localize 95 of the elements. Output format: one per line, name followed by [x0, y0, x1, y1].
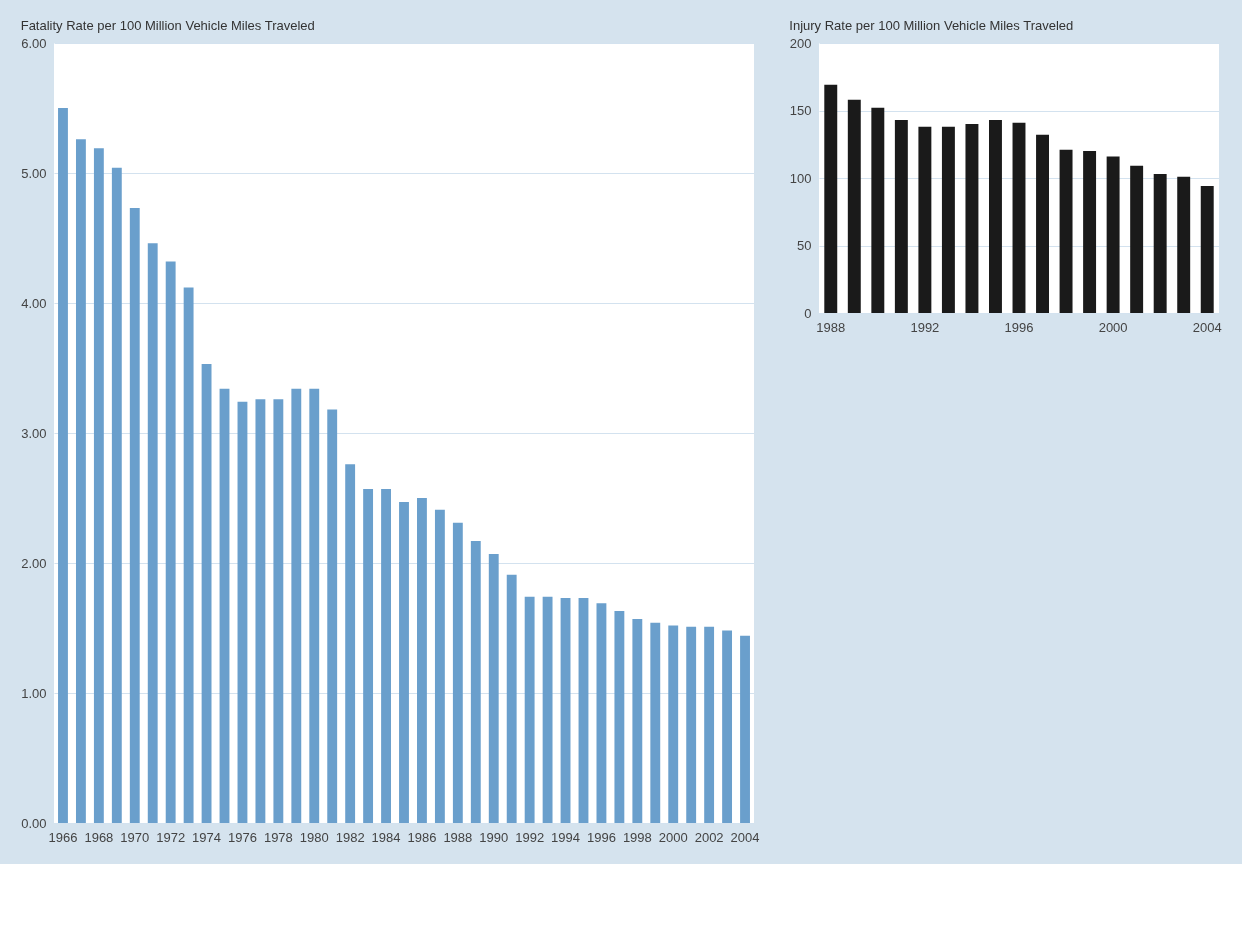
y-tick-label: 100 [789, 170, 812, 186]
bar [1200, 186, 1214, 313]
x-tick-label: 2004 [730, 829, 760, 845]
bar [309, 388, 320, 823]
bar [291, 388, 302, 823]
bar [965, 124, 979, 313]
bar [1059, 149, 1073, 313]
x-tick-label: 1994 [551, 829, 580, 845]
bar [650, 622, 661, 823]
x-tick-label: 1992 [910, 319, 940, 335]
bar [614, 611, 625, 823]
x-tick-label: 1988 [443, 829, 473, 845]
bar [1153, 173, 1167, 313]
y-tick-label: 0 [804, 305, 812, 321]
x-tick-label: 2000 [1098, 319, 1128, 335]
x-tick-label: 2000 [658, 829, 688, 845]
y-tick-label: 50 [797, 238, 812, 253]
bar [58, 108, 68, 823]
bar [345, 464, 356, 823]
bar [237, 401, 248, 823]
bar [93, 148, 104, 823]
x-tick-label: 1990 [479, 829, 509, 845]
x-tick-label: 1982 [335, 829, 365, 845]
x-tick-label: 1986 [407, 829, 437, 845]
x-tick-label: 1972 [156, 829, 186, 845]
bar [363, 488, 374, 823]
bar [578, 598, 589, 823]
bar [1106, 156, 1120, 313]
bar [824, 84, 838, 313]
bar [381, 488, 391, 823]
bar [273, 399, 284, 823]
bar [542, 596, 553, 823]
bar [989, 119, 1002, 313]
y-tick-label: 200 [789, 35, 812, 51]
chart-title: Fatality Rate per 100 Million Vehicle Miles Traveled [20, 18, 315, 33]
bar [847, 99, 861, 313]
y-tick-label: 0.00 [21, 815, 47, 831]
bar [1130, 165, 1144, 313]
y-tick-label: 5.00 [21, 165, 47, 181]
bar [740, 635, 750, 823]
bar [452, 522, 463, 823]
bar [894, 119, 908, 313]
bar [560, 598, 571, 823]
bar [255, 399, 266, 823]
x-tick-label: 1968 [84, 829, 114, 845]
x-tick-label: 1976 [228, 829, 257, 845]
x-tick-label: 1996 [586, 829, 616, 845]
bar [668, 625, 679, 823]
x-tick-label: 1996 [1004, 319, 1034, 335]
bar [1177, 176, 1191, 313]
bar [201, 364, 212, 823]
bar [399, 501, 409, 823]
bar [488, 553, 499, 823]
x-tick-label: 1992 [515, 829, 545, 845]
x-tick-label: 1978 [263, 829, 293, 845]
bar [686, 626, 697, 823]
bar [183, 287, 194, 823]
x-tick-label: 2004 [1192, 319, 1222, 335]
x-tick-label: 2002 [694, 829, 724, 845]
bar [524, 596, 535, 823]
y-tick-label: 6.00 [21, 35, 47, 51]
bar [941, 126, 955, 313]
bar [1083, 151, 1097, 313]
bar [219, 388, 230, 823]
bar [596, 603, 607, 823]
y-tick-label: 3.00 [21, 425, 47, 441]
bar [75, 139, 86, 823]
y-tick-label: 150 [789, 103, 812, 118]
bar [470, 540, 481, 823]
bar [111, 167, 122, 823]
bar [147, 243, 158, 823]
x-tick-label: 1966 [48, 829, 78, 845]
x-tick-label: 1984 [371, 829, 401, 845]
bar [704, 626, 715, 823]
bar [1036, 134, 1049, 313]
x-tick-label: 1988 [816, 319, 846, 335]
bar [918, 126, 932, 313]
bar [165, 261, 176, 823]
bar [722, 630, 733, 823]
chart-title: Injury Rate per 100 Million Vehicle Miles Traveled [789, 18, 1074, 33]
bar [871, 107, 885, 313]
bar [434, 509, 445, 823]
y-tick-label: 1.00 [21, 685, 47, 701]
x-tick-label: 1980 [299, 829, 329, 845]
x-tick-label: 1974 [192, 829, 222, 845]
bar [506, 574, 517, 823]
bar [632, 618, 643, 823]
y-tick-label: 2.00 [21, 555, 47, 571]
bar [1012, 122, 1026, 313]
x-tick-label: 1998 [622, 829, 652, 845]
bar [417, 498, 427, 823]
bar [327, 409, 338, 823]
x-tick-label: 1970 [120, 829, 150, 845]
y-tick-label: 4.00 [21, 295, 47, 311]
bar [129, 208, 140, 823]
